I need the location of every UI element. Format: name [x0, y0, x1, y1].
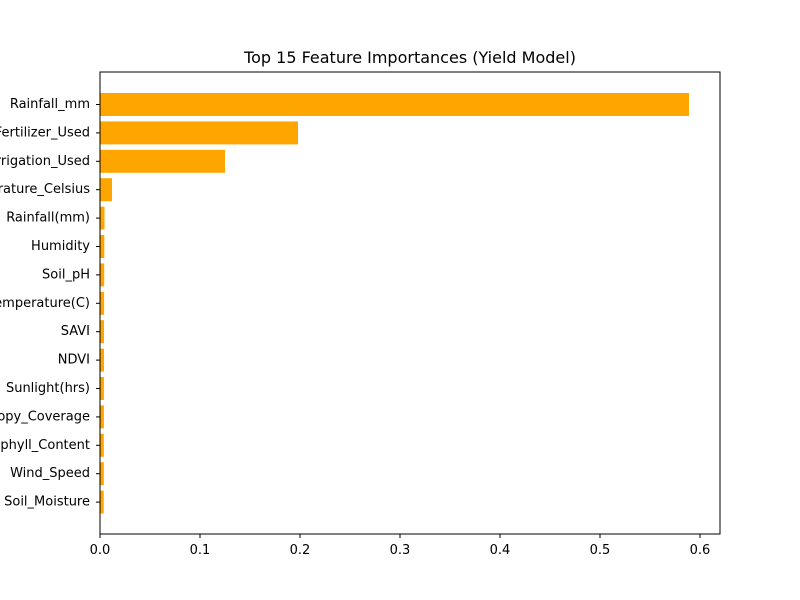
bar: [100, 206, 105, 230]
y-tick-label: Chlorophyll_Content: [0, 438, 90, 453]
y-tick-label: Humidity: [31, 239, 90, 254]
y-tick-label: Canopy_Coverage: [0, 409, 90, 424]
ticks-layer: Rainfall_mm Fertilizer_Used Irrigation_Use…: [0, 97, 710, 558]
x-tick-label: 0.3: [390, 543, 411, 558]
y-tick-label: Temperature(C): [0, 296, 90, 311]
bar: [100, 149, 225, 173]
y-tick-label: NDVI: [58, 353, 90, 368]
x-tick-label: 0.5: [590, 543, 611, 558]
bar: [100, 490, 104, 514]
x-tick-label: 0.1: [190, 543, 211, 558]
y-tick-label: SAVI: [61, 324, 90, 339]
y-tick-label: Soil_pH: [42, 267, 90, 282]
y-tick-label: Sunlight(hrs): [6, 381, 90, 396]
bar: [100, 405, 104, 429]
bar: [100, 377, 104, 400]
y-tick-label: Fertilizer_Used: [0, 125, 90, 140]
x-tick-label: 0.2: [290, 543, 311, 558]
bar: [100, 433, 104, 457]
chart-title: Top 15 Feature Importances (Yield Model): [244, 48, 576, 67]
bar: [100, 263, 105, 287]
bar: [100, 320, 104, 344]
y-tick-label: Rainfall_mm: [10, 97, 90, 112]
x-tick-label: 0.0: [90, 543, 111, 558]
bar: [100, 93, 689, 116]
y-tick-label: Wind_Speed: [10, 466, 90, 481]
plot-frame: [99, 71, 721, 535]
y-tick-label: Rainfall(mm): [6, 211, 90, 226]
bar: [100, 121, 298, 145]
y-tick-label: Temperature_Celsius: [0, 182, 90, 197]
bars-layer: [100, 93, 689, 514]
bar: [100, 235, 105, 258]
y-tick-label: Soil_Moisture: [4, 495, 90, 510]
bar: [100, 462, 104, 486]
bar: [100, 291, 105, 315]
bar: [100, 348, 104, 372]
y-tick-label: Irrigation_Used: [0, 154, 90, 169]
bar: [100, 178, 112, 202]
x-tick-label: 0.6: [690, 543, 711, 558]
x-tick-label: 0.4: [490, 543, 511, 558]
